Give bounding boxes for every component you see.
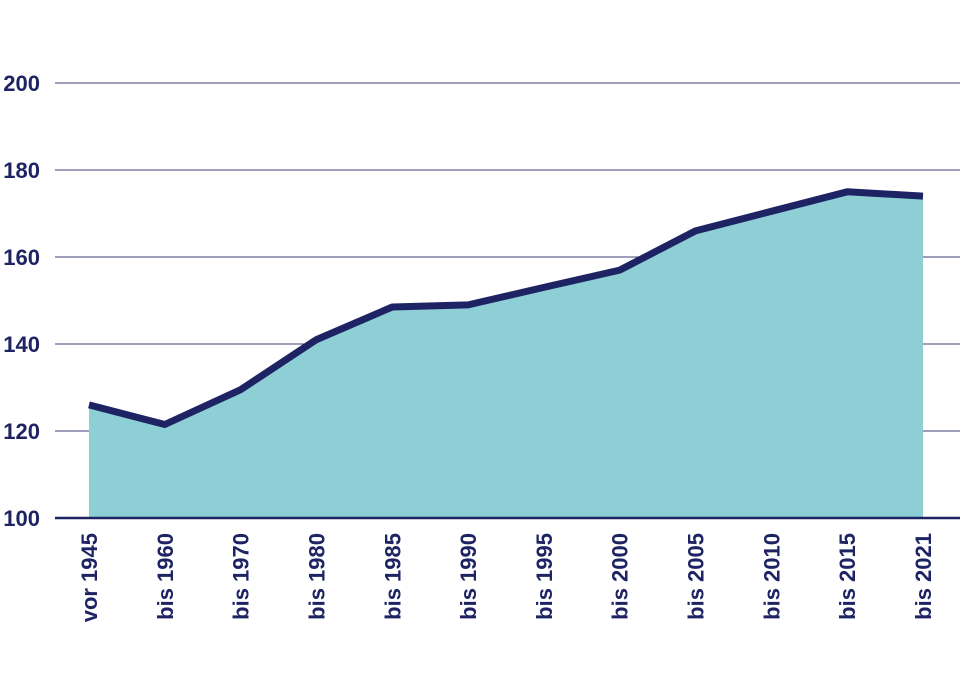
x-tick-label: bis 1970 <box>229 533 254 620</box>
y-tick-label: 200 <box>3 71 40 96</box>
y-tick-label: 180 <box>3 158 40 183</box>
area-fill <box>89 191 923 519</box>
y-tick-label: 140 <box>3 332 40 357</box>
y-tick-label: 160 <box>3 245 40 270</box>
x-tick-label: bis 2021 <box>911 533 936 620</box>
x-tick-label: bis 1985 <box>380 533 405 620</box>
series-line <box>88 188 924 428</box>
x-tick-label: bis 1995 <box>532 533 557 620</box>
x-tick-label: bis 2000 <box>608 533 633 620</box>
x-tick-label: bis 1980 <box>305 533 330 620</box>
x-tick-label: vor 1945 <box>77 533 102 622</box>
x-tick-label: bis 2015 <box>835 533 860 620</box>
x-tick-label: bis 2005 <box>684 533 709 620</box>
x-axis-tick-labels: vor 1945 bis 1960 bis 1970 bis 1980 bis 1985… <box>77 533 936 622</box>
y-tick-label: 120 <box>3 419 40 444</box>
y-axis-tick-labels: 100 120 140 160 180 200 <box>3 71 40 531</box>
x-tick-label: bis 1990 <box>456 533 481 620</box>
x-tick-label: bis 2010 <box>759 533 784 620</box>
x-tick-label: bis 1960 <box>153 533 178 620</box>
y-tick-label: 100 <box>3 506 40 531</box>
